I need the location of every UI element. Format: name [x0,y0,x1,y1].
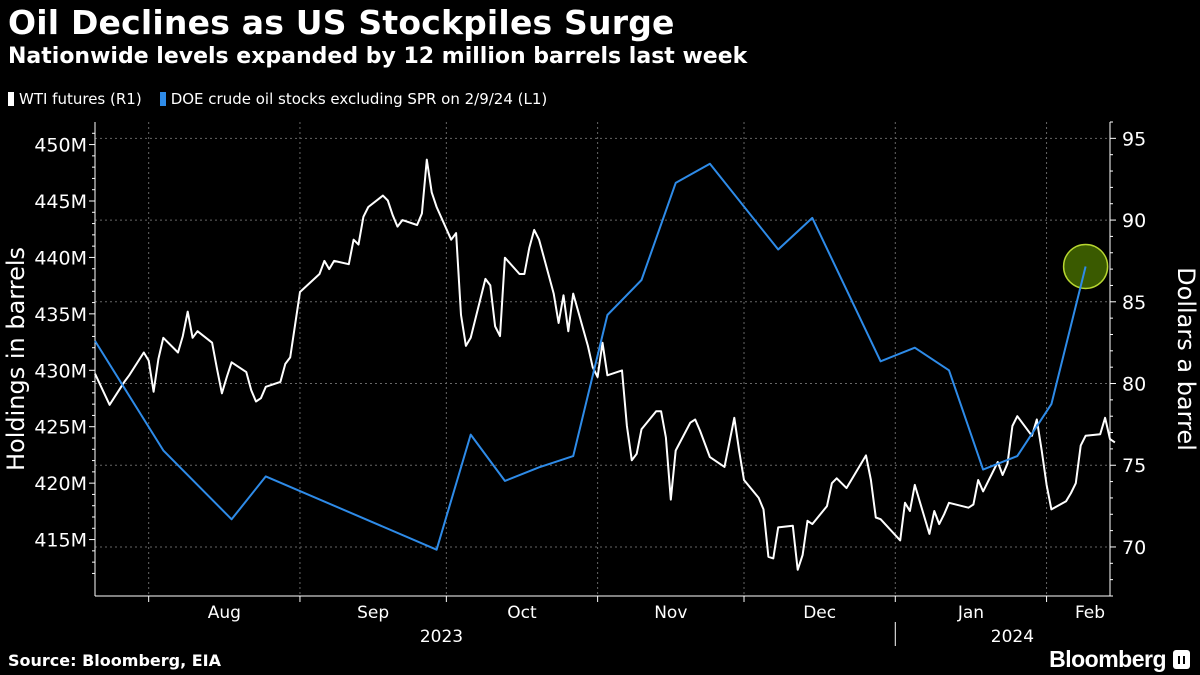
axes [89,121,1116,646]
x-month-label: Aug [208,603,241,623]
right-tick-label: 90 [1122,210,1146,232]
x-month-label: Feb [1075,603,1105,623]
bloomberg-badge-icon [1173,650,1190,669]
legend-item-stocks: DOE crude oil stocks excluding SPR on 2/… [159,90,548,108]
left-tick-label: 435M [34,304,87,326]
legend-swatch-stocks [159,92,166,106]
x-month-label: Sep [357,603,389,623]
right-tick-label: 70 [1122,537,1146,559]
right-tick-label: 80 [1122,374,1146,396]
highlight-circle [1062,243,1109,290]
legend-label-wti: WTI futures (R1) [19,90,142,108]
source-note: Source: Bloomberg, EIA [8,651,221,670]
right-tick-label: 95 [1122,128,1146,150]
legend-label-stocks: DOE crude oil stocks excluding SPR on 2/… [170,90,548,108]
left-axis-title: Holdings in barrels [2,247,30,471]
x-year-label: 2024 [991,627,1034,647]
x-month-label: Nov [654,603,687,623]
x-month-label: Oct [507,603,537,623]
bloomberg-logo: Bloomberg [1049,646,1166,672]
x-month-label: Jan [957,603,984,623]
right-axis-title: Dollars a barrel [1172,267,1200,451]
left-tick-label: 450M [34,135,87,157]
legend-swatch-wti [8,92,14,106]
left-tick-label: 425M [34,417,87,439]
left-tick-label: 420M [34,473,87,495]
left-tick-label: 430M [34,360,87,382]
left-tick-label: 440M [34,247,87,269]
chart-subtitle: Nationwide levels expanded by 12 million… [8,44,748,69]
wti-futures-line [94,158,1116,571]
left-tick-label: 415M [34,530,87,552]
left-tick-label: 445M [34,191,87,213]
right-tick-label: 85 [1122,292,1146,314]
axis-labels: 70 75 80 85 90 95 415M 420M 425M 430M 435M 440M 445M… [2,128,1200,647]
x-year-label: 2023 [420,627,463,647]
legend: WTI futures (R1) DOE crude oil stocks ex… [8,90,547,108]
gridlines [95,122,1110,596]
right-tick-label: 75 [1122,455,1146,477]
legend-item-wti: WTI futures (R1) [8,90,142,108]
series-lines [94,158,1116,571]
doe-crude-stocks-line [94,162,1087,551]
x-month-label: Dec [803,603,836,623]
chart-title: Oil Declines as US Stockpiles Surge [8,3,675,42]
